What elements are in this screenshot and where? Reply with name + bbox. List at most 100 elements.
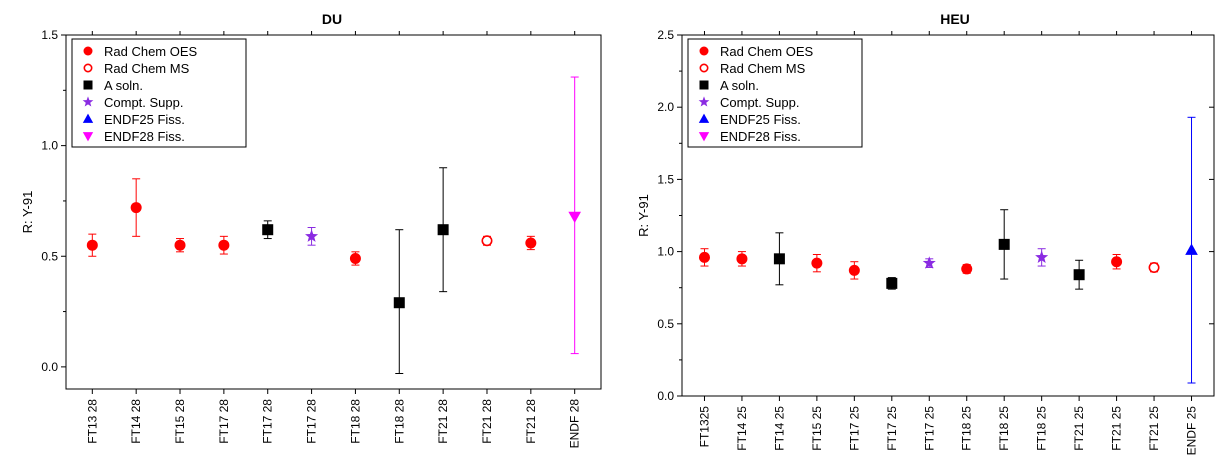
x-tick-label: FT21 25 <box>1110 406 1124 451</box>
legend-marker-down-triangle <box>698 132 710 142</box>
chart-title: HEU <box>940 11 970 27</box>
legend-marker-star <box>698 96 710 107</box>
marker-down-triangle <box>568 211 582 224</box>
data-point <box>481 235 493 247</box>
y-tick-label: 1.0 <box>41 139 58 153</box>
x-tick-label: FT17 28 <box>261 399 275 444</box>
y-tick-label: 0.0 <box>41 360 58 374</box>
data-point <box>349 251 361 266</box>
data-point <box>218 235 230 255</box>
y-tick-label: 1.5 <box>41 28 58 42</box>
data-point <box>961 263 973 275</box>
legend: Rad Chem OES Rad Chem MS A soln. Compt. Sup… <box>687 38 863 148</box>
legend-label: Rad Chem MS <box>104 61 190 76</box>
legend-label: Compt. Supp. <box>104 95 184 110</box>
marker-filled-circle <box>218 239 230 251</box>
legend-box <box>71 38 247 148</box>
legend-label: Rad Chem OES <box>720 44 814 59</box>
legend-label: ENDF28 Fiss. <box>720 129 801 144</box>
legend: Rad Chem OES Rad Chem MS A soln. Compt. Sup… <box>71 38 247 148</box>
marker-square <box>393 297 405 309</box>
x-tick-label: FT18 25 <box>997 406 1011 451</box>
marker-filled-circle <box>848 264 860 276</box>
x-tick-label: FT17 25 <box>922 406 936 451</box>
y-tick-label: 2.5 <box>657 28 674 42</box>
y-tick-label: 0.5 <box>41 249 58 263</box>
x-tick-label: FT21 28 <box>480 399 494 444</box>
legend-entry: Compt. Supp. <box>82 95 184 110</box>
data-point <box>848 261 860 280</box>
marker-open-circle <box>481 235 493 247</box>
x-tick-label: ENDF 28 <box>568 399 582 449</box>
legend-marker-square <box>699 80 709 90</box>
legend-marker-filled-circle <box>699 46 709 56</box>
x-tick-label: FT14 28 <box>129 399 143 444</box>
legend-marker-open-circle <box>83 63 93 73</box>
y-tick-label: 0.0 <box>657 389 674 403</box>
data-point <box>130 178 142 237</box>
legend-entry: ENDF25 Fiss. <box>698 112 801 127</box>
legend-label: ENDF28 Fiss. <box>104 129 185 144</box>
x-tick-label: ENDF 25 <box>1185 406 1199 456</box>
data-point <box>437 167 449 293</box>
y-axis-label: R: Y-91 <box>20 191 35 234</box>
y-tick-label: 0.5 <box>657 317 674 331</box>
du-panel: DU R: Y-91 0.0 0.5 1.0 1.5 FT13 28 FT14 28 FT15 … <box>20 11 602 449</box>
legend-label: Rad Chem MS <box>720 61 806 76</box>
x-tick-label: FT14 25 <box>735 406 749 451</box>
marker-filled-circle <box>525 237 537 249</box>
legend-entry: Rad Chem OES <box>699 44 814 59</box>
legend-marker-star <box>82 96 94 107</box>
legend-entry: Compt. Supp. <box>698 95 800 110</box>
legend-label: ENDF25 Fiss. <box>104 112 185 127</box>
x-tick-label: FT18 25 <box>960 406 974 451</box>
x-tick-label: FT13 28 <box>85 399 99 444</box>
data-point <box>811 253 823 273</box>
marker-filled-circle <box>1111 256 1123 268</box>
legend-box <box>687 38 863 148</box>
legend-entry: A soln. <box>699 78 759 93</box>
data-point <box>86 233 98 257</box>
legend-entry: Rad Chem OES <box>83 44 198 59</box>
y-tick-label: 1.5 <box>657 172 674 186</box>
marker-square <box>1073 269 1085 281</box>
x-tick-label: FT18 28 <box>348 399 362 444</box>
data-point <box>174 238 186 253</box>
data-point <box>305 226 319 246</box>
plot-frame <box>65 34 602 390</box>
legend-label: A soln. <box>720 78 759 93</box>
x-tick-label: FT17 28 <box>305 399 319 444</box>
legend-label: Rad Chem OES <box>104 44 198 59</box>
legend-label: Compt. Supp. <box>720 95 800 110</box>
legend-label: A soln. <box>104 78 143 93</box>
legend-label: ENDF25 Fiss. <box>720 112 801 127</box>
data-point <box>773 232 785 286</box>
legend-entry: ENDF28 Fiss. <box>82 129 185 144</box>
marker-open-circle <box>1148 261 1160 273</box>
marker-star <box>922 256 936 269</box>
x-tick-label: FT15 25 <box>810 406 824 451</box>
data-point <box>262 220 274 240</box>
x-tick-label: FT15 28 <box>173 399 187 444</box>
marker-filled-circle <box>698 251 710 263</box>
data-point <box>998 209 1010 280</box>
chart-title: DU <box>322 11 342 27</box>
marker-star <box>305 229 319 242</box>
legend-entry: ENDF25 Fiss. <box>82 112 185 127</box>
data-point <box>1073 259 1085 290</box>
x-tick-label: FT14 25 <box>772 406 786 451</box>
x-tick-label: FT21 25 <box>1072 406 1086 451</box>
data-point <box>1148 261 1160 273</box>
x-tick-label: FT18 25 <box>1035 406 1049 451</box>
legend-entry: ENDF28 Fiss. <box>698 129 801 144</box>
marker-filled-circle <box>86 239 98 251</box>
marker-square <box>886 277 898 289</box>
legend-marker-open-circle <box>699 63 709 73</box>
x-tick-label: FT21 25 <box>1147 406 1161 451</box>
marker-filled-circle <box>811 257 823 269</box>
marker-square <box>437 224 449 236</box>
data-point <box>568 76 582 355</box>
legend-marker-square <box>83 80 93 90</box>
marker-filled-circle <box>961 263 973 275</box>
